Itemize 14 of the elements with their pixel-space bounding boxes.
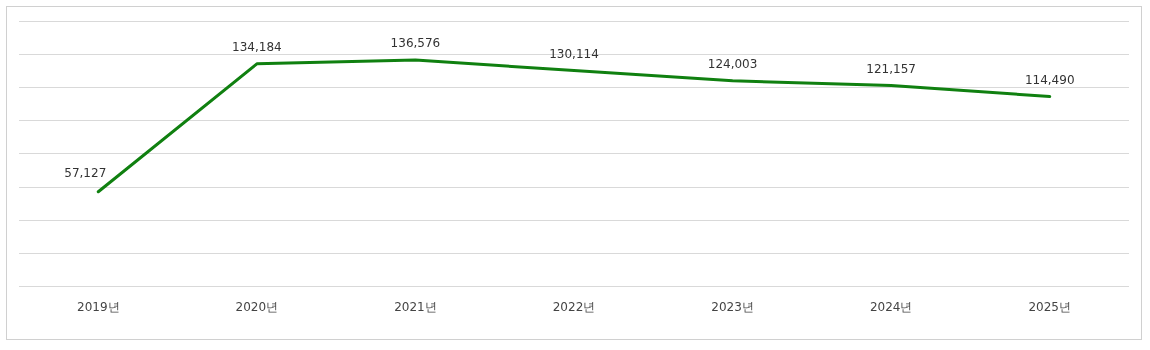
data-label: 136,576: [390, 36, 441, 51]
data-label: 57,127: [64, 165, 107, 180]
data-label: 134,184: [232, 39, 282, 54]
data-label: 114,490: [1024, 72, 1075, 87]
x-tick-label: 2020년: [235, 299, 279, 314]
data-label: 130,114: [549, 46, 599, 61]
data-label: 124,003: [707, 56, 758, 71]
data-label: 121,157: [866, 61, 916, 76]
x-tick-label: 2025년: [1028, 299, 1071, 314]
x-tick-label: 2022년: [552, 299, 596, 314]
x-tick-label: 2024년: [869, 299, 913, 314]
x-tick-label: 2019년: [77, 299, 120, 314]
x-tick-label: 2023년: [711, 299, 754, 314]
x-tick-label: 2021년: [394, 299, 437, 314]
